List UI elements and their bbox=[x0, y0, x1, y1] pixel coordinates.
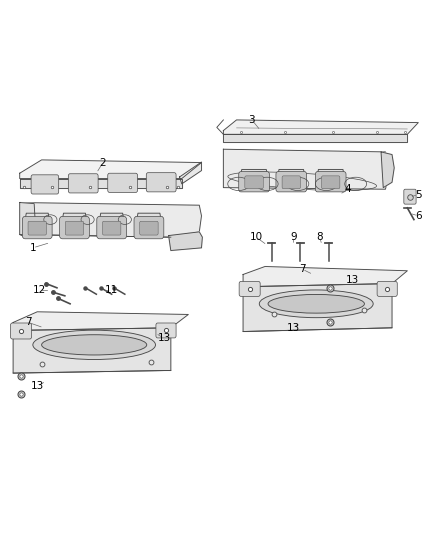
Text: 2: 2 bbox=[99, 158, 106, 167]
Polygon shape bbox=[277, 169, 306, 189]
Text: 5: 5 bbox=[415, 190, 422, 199]
Text: 13: 13 bbox=[158, 334, 171, 343]
Polygon shape bbox=[381, 152, 394, 188]
Text: 7: 7 bbox=[299, 264, 306, 274]
Text: 3: 3 bbox=[248, 115, 255, 125]
Polygon shape bbox=[180, 162, 201, 184]
Text: 11: 11 bbox=[105, 286, 118, 295]
Text: 4: 4 bbox=[345, 184, 352, 194]
FancyBboxPatch shape bbox=[28, 221, 46, 235]
Ellipse shape bbox=[268, 294, 364, 313]
Polygon shape bbox=[169, 232, 202, 251]
FancyBboxPatch shape bbox=[239, 172, 269, 192]
FancyBboxPatch shape bbox=[245, 176, 263, 189]
Ellipse shape bbox=[42, 335, 147, 355]
Polygon shape bbox=[240, 169, 268, 189]
Polygon shape bbox=[243, 266, 407, 287]
Polygon shape bbox=[24, 213, 50, 235]
Polygon shape bbox=[316, 169, 345, 189]
Text: 10: 10 bbox=[250, 232, 263, 242]
Polygon shape bbox=[13, 312, 188, 330]
Text: 13: 13 bbox=[287, 323, 300, 333]
Polygon shape bbox=[20, 203, 36, 236]
FancyBboxPatch shape bbox=[140, 221, 158, 235]
Polygon shape bbox=[223, 149, 390, 189]
Polygon shape bbox=[20, 160, 201, 179]
FancyBboxPatch shape bbox=[146, 173, 176, 192]
FancyBboxPatch shape bbox=[102, 221, 121, 235]
Text: 13: 13 bbox=[346, 275, 359, 285]
FancyBboxPatch shape bbox=[282, 176, 300, 189]
FancyBboxPatch shape bbox=[31, 175, 59, 194]
FancyBboxPatch shape bbox=[321, 176, 340, 189]
Polygon shape bbox=[20, 203, 201, 237]
Polygon shape bbox=[13, 328, 171, 373]
FancyBboxPatch shape bbox=[65, 221, 84, 235]
Polygon shape bbox=[223, 134, 407, 142]
FancyBboxPatch shape bbox=[404, 189, 416, 204]
Polygon shape bbox=[20, 179, 182, 188]
Polygon shape bbox=[61, 213, 88, 235]
Polygon shape bbox=[223, 120, 418, 134]
Text: 9: 9 bbox=[290, 232, 297, 242]
FancyBboxPatch shape bbox=[60, 216, 89, 239]
Text: 13: 13 bbox=[31, 382, 44, 391]
Polygon shape bbox=[243, 284, 392, 332]
Polygon shape bbox=[136, 213, 162, 235]
FancyBboxPatch shape bbox=[22, 216, 52, 239]
FancyBboxPatch shape bbox=[108, 173, 138, 192]
Text: 6: 6 bbox=[415, 211, 422, 221]
FancyBboxPatch shape bbox=[377, 281, 397, 296]
Text: 12: 12 bbox=[33, 286, 46, 295]
FancyBboxPatch shape bbox=[276, 172, 307, 192]
FancyBboxPatch shape bbox=[239, 281, 260, 296]
FancyBboxPatch shape bbox=[156, 323, 176, 338]
FancyBboxPatch shape bbox=[97, 216, 127, 239]
FancyBboxPatch shape bbox=[134, 216, 164, 239]
Text: 1: 1 bbox=[29, 243, 36, 253]
FancyBboxPatch shape bbox=[68, 174, 98, 193]
Ellipse shape bbox=[259, 290, 373, 318]
Polygon shape bbox=[99, 213, 125, 235]
Text: 7: 7 bbox=[25, 318, 32, 327]
FancyBboxPatch shape bbox=[11, 323, 32, 339]
Text: 8: 8 bbox=[316, 232, 323, 242]
FancyBboxPatch shape bbox=[315, 172, 346, 192]
Ellipse shape bbox=[33, 330, 155, 360]
